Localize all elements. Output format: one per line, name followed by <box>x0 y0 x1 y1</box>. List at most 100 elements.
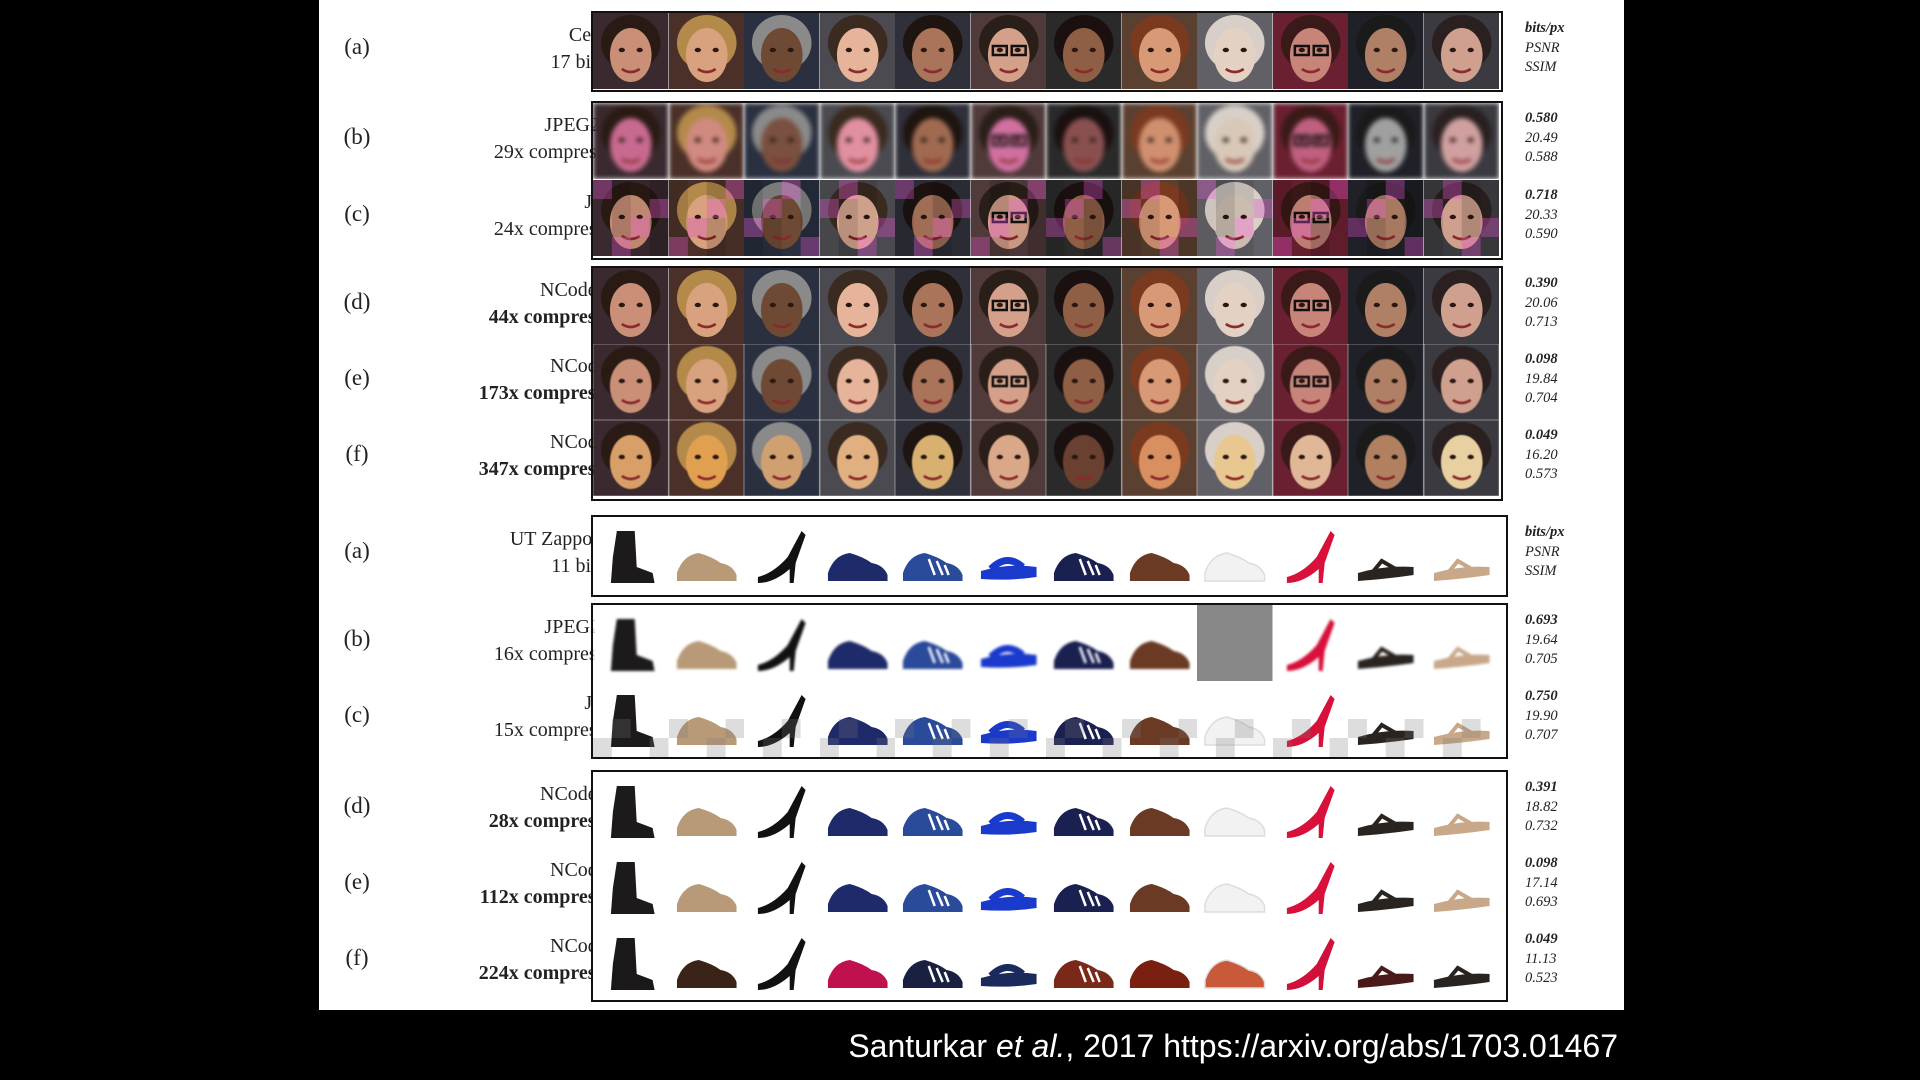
face-thumbnail <box>744 103 820 179</box>
face-thumbnail <box>1197 13 1273 89</box>
bits-per-pixel-value: 0.693 <box>1525 612 1558 628</box>
shoe-thumbnail <box>1046 605 1122 681</box>
shoe-thumbnail <box>1272 681 1348 757</box>
face-thumbnail <box>1121 103 1197 179</box>
ssim-value: SSIM <box>1525 563 1557 579</box>
metrics-column: 0.390 20.06 0.713 <box>1525 274 1615 333</box>
shoe-thumbnail <box>1272 848 1348 924</box>
shoe-thumbnail <box>1121 772 1197 848</box>
psnr-value: 17.14 <box>1525 874 1558 891</box>
celeba-image-strip <box>593 420 1499 496</box>
face-thumbnail <box>895 344 971 420</box>
shoe-thumbnail <box>970 924 1046 1000</box>
shoe-thumbnail <box>819 681 895 757</box>
shoe-thumbnail <box>1121 605 1197 681</box>
face-thumbnail <box>1197 268 1273 344</box>
row-letter: (b) <box>343 124 371 149</box>
psnr-value: 16.20 <box>1525 446 1558 463</box>
shoe-thumbnail <box>1423 848 1499 924</box>
bits-per-pixel-value: 0.750 <box>1525 688 1558 704</box>
face-thumbnail <box>1121 268 1197 344</box>
shoe-thumbnail <box>744 681 820 757</box>
shoe-thumbnail <box>1046 681 1122 757</box>
face-thumbnail <box>970 103 1046 179</box>
shoe-thumbnail <box>1423 772 1499 848</box>
face-thumbnail <box>1348 268 1424 344</box>
metrics-column: 0.580 20.49 0.588 <box>1525 109 1615 168</box>
row-letter: (c) <box>344 201 370 226</box>
shoe-thumbnail <box>744 924 820 1000</box>
face-thumbnail <box>970 180 1046 256</box>
shoe-thumbnail <box>1272 517 1348 593</box>
psnr-value: 19.90 <box>1525 707 1558 724</box>
shoe-thumbnail <box>593 681 669 757</box>
metrics-column: 0.098 17.14 0.693 <box>1525 854 1615 913</box>
face-thumbnail <box>1197 180 1273 256</box>
zappos-image-strip <box>593 517 1499 593</box>
shoe-thumbnail <box>819 848 895 924</box>
face-thumbnail <box>668 420 744 496</box>
shoe-thumbnail <box>1348 681 1424 757</box>
shoe-thumbnail <box>744 772 820 848</box>
face-thumbnail <box>593 344 669 420</box>
row-letter: (a) <box>344 538 370 563</box>
zappos-image-strip <box>593 848 1499 924</box>
ssim-value: 0.713 <box>1525 314 1558 330</box>
shoe-thumbnail <box>593 517 669 593</box>
row-letter: (d) <box>343 289 371 314</box>
bits-per-pixel-value: bits/px <box>1525 524 1565 540</box>
face-thumbnail <box>970 268 1046 344</box>
face-thumbnail <box>1046 420 1122 496</box>
ssim-value: 0.705 <box>1525 651 1558 667</box>
face-thumbnail <box>819 103 895 179</box>
face-thumbnail <box>1348 13 1424 89</box>
shoe-thumbnail <box>1121 681 1197 757</box>
face-thumbnail <box>1348 344 1424 420</box>
face-thumbnail <box>895 103 971 179</box>
shoe-thumbnail <box>1272 605 1348 681</box>
bits-per-pixel-value: 0.098 <box>1525 351 1558 367</box>
face-thumbnail <box>744 268 820 344</box>
caption-etal: et al. <box>995 1028 1066 1064</box>
shoe-thumbnail <box>819 772 895 848</box>
face-thumbnail <box>744 180 820 256</box>
face-thumbnail <box>1272 344 1348 420</box>
shoe-thumbnail <box>895 681 971 757</box>
shoe-thumbnail <box>1272 924 1348 1000</box>
face-thumbnail <box>1423 344 1499 420</box>
face-thumbnail <box>593 103 669 179</box>
face-thumbnail <box>1348 103 1424 179</box>
face-thumbnail <box>819 344 895 420</box>
face-thumbnail <box>668 268 744 344</box>
shoe-thumbnail <box>970 681 1046 757</box>
row-letter: (e) <box>344 365 370 390</box>
psnr-value: PSNR <box>1525 543 1560 560</box>
face-thumbnail <box>593 268 669 344</box>
face-thumbnail <box>1046 13 1122 89</box>
psnr-value: 20.33 <box>1525 206 1558 223</box>
face-thumbnail <box>1197 103 1273 179</box>
row-letter: (f) <box>345 441 369 466</box>
shoe-thumbnail <box>819 517 895 593</box>
metrics-column: bits/px PSNR SSIM <box>1525 19 1615 78</box>
row-letter: (f) <box>345 945 369 970</box>
psnr-value: 11.13 <box>1525 950 1557 967</box>
psnr-value: 20.49 <box>1525 129 1558 146</box>
psnr-value: 19.64 <box>1525 631 1558 648</box>
face-thumbnail <box>819 420 895 496</box>
bits-per-pixel-value: 0.718 <box>1525 187 1558 203</box>
metrics-column: 0.718 20.33 0.590 <box>1525 186 1615 245</box>
shoe-thumbnail <box>895 517 971 593</box>
face-thumbnail <box>1272 103 1348 179</box>
face-thumbnail <box>1272 13 1348 89</box>
face-thumbnail <box>1423 180 1499 256</box>
bits-per-pixel-value: 0.580 <box>1525 110 1558 126</box>
face-thumbnail <box>895 420 971 496</box>
row-letter: (c) <box>344 702 370 727</box>
shoe-thumbnail <box>895 924 971 1000</box>
caption-rest: , 2017 https://arxiv.org/abs/1703.01467 <box>1065 1028 1618 1064</box>
shoe-thumbnail <box>668 605 744 681</box>
ssim-value: 0.704 <box>1525 390 1558 406</box>
metrics-column: 0.049 11.13 0.523 <box>1525 930 1615 989</box>
shoe-thumbnail <box>1197 924 1273 1000</box>
